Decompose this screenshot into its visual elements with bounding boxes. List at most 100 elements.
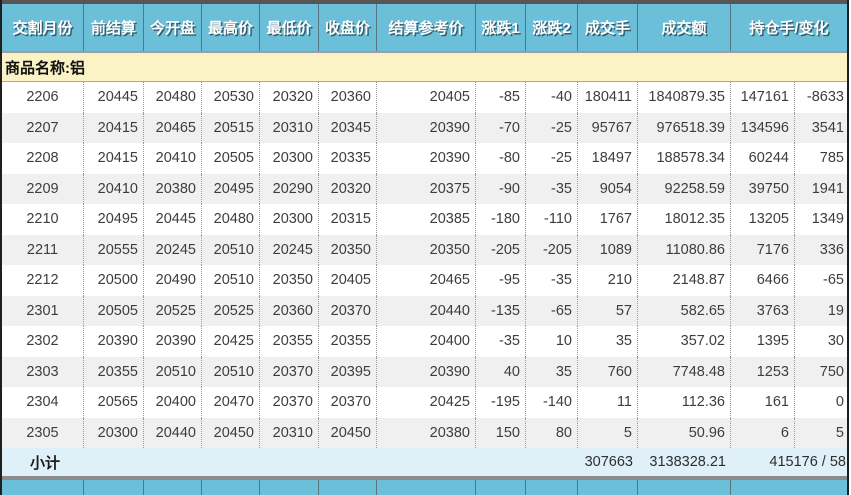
- cell-low: 20370: [260, 387, 319, 418]
- cell-open-interest: 39750: [731, 173, 795, 204]
- cell-open-interest: 13205: [731, 204, 795, 235]
- cell-close: 20355: [319, 326, 377, 357]
- table-row[interactable]: 2206 20445 20480 20530 20320 20360 20405…: [2, 82, 847, 113]
- cell-prev-settlement: 20410: [84, 173, 144, 204]
- header-cell-delivery-month: 交割月份: [2, 4, 84, 51]
- cell-close: 20360: [319, 82, 377, 113]
- cell-delivery-month: 2210: [2, 204, 84, 235]
- cell-delivery-month: 2301: [2, 295, 84, 326]
- cell-volume: 1767: [578, 204, 638, 235]
- cell-turnover: 11080.86: [638, 234, 731, 265]
- cell-turnover: 1840879.35: [638, 82, 731, 113]
- cell-turnover: 582.65: [638, 295, 731, 326]
- cell-open-interest-chg: 0: [835, 394, 844, 411]
- cell-prev-settlement: 20415: [84, 112, 144, 143]
- cell-high: 20505: [202, 143, 260, 174]
- cell-delivery-month: 2211: [2, 234, 84, 265]
- cell-prev-settlement: 20565: [84, 387, 144, 418]
- cell-open: 20440: [144, 417, 202, 448]
- header-cell-settlement-ref: 结算参考价: [377, 4, 476, 51]
- cell-open: 20510: [144, 356, 202, 387]
- cell-change2: 80: [526, 417, 578, 448]
- cell-settlement-ref: 20350: [377, 234, 476, 265]
- cell-change1: -80: [476, 143, 526, 174]
- table-row[interactable]: 2301 20505 20525 20525 20360 20370 20440…: [2, 295, 847, 326]
- cell-open: 20445: [144, 204, 202, 235]
- header-cell-close: 收盘价: [319, 4, 377, 51]
- cell-open-interest-chg: -65: [823, 272, 844, 289]
- cell-prev-settlement: 20505: [84, 295, 144, 326]
- cell-low: 20245: [260, 234, 319, 265]
- cell-change2: -110: [526, 204, 578, 235]
- table-row[interactable]: 2302 20390 20390 20425 20355 20355 20400…: [2, 326, 847, 357]
- cell-open-interest-chg: 1941: [811, 180, 844, 197]
- header-cell-open-interest-change: 持仓手/变化: [749, 20, 829, 37]
- cell-settlement-ref: 20390: [377, 112, 476, 143]
- cell-change1: 150: [476, 417, 526, 448]
- header-cell-volume: 成交手: [578, 4, 638, 51]
- cell-high: 20510: [202, 356, 260, 387]
- cell-open-interest: 6466: [731, 265, 795, 296]
- cell-delivery-month: 2208: [2, 143, 84, 174]
- cell-open: 20400: [144, 387, 202, 418]
- cell-turnover: 2148.87: [638, 265, 731, 296]
- cell-change1: -85: [476, 82, 526, 113]
- cell-open: 20410: [144, 143, 202, 174]
- cell-change2: -35: [526, 173, 578, 204]
- table-row[interactable]: 2207 20415 20465 20515 20310 20345 20390…: [2, 112, 847, 143]
- cell-turnover: 7748.48: [638, 356, 731, 387]
- cell-delivery-month: 2302: [2, 326, 84, 357]
- subtotal-volume: 307663: [584, 454, 633, 470]
- cell-settlement-ref: 20405: [377, 82, 476, 113]
- cell-open-interest-chg: 1349: [811, 211, 844, 228]
- subtotal-turnover: 3138328.21: [649, 454, 726, 470]
- cell-change2: -35: [526, 265, 578, 296]
- cell-turnover: 18012.35: [638, 204, 731, 235]
- table-row[interactable]: 2208 20415 20410 20505 20300 20335 20390…: [2, 143, 847, 174]
- window-top-border: [2, 0, 847, 4]
- cell-settlement-ref: 20375: [377, 173, 476, 204]
- cell-change2: -40: [526, 82, 578, 113]
- cell-volume: 57: [578, 295, 638, 326]
- cell-low: 20310: [260, 112, 319, 143]
- table-row[interactable]: 2304 20565 20400 20470 20370 20370 20425…: [2, 387, 847, 418]
- cell-settlement-ref: 20385: [377, 204, 476, 235]
- cell-delivery-month: 2305: [2, 417, 84, 448]
- cell-close: 20350: [319, 234, 377, 265]
- cell-change2: 10: [526, 326, 578, 357]
- cell-open-interest: 1395: [731, 326, 795, 357]
- cell-change2: 35: [526, 356, 578, 387]
- cell-high: 20480: [202, 204, 260, 235]
- cell-open-interest: 6: [731, 417, 795, 448]
- next-section-header-clipped: [2, 480, 847, 495]
- cell-change2: -140: [526, 387, 578, 418]
- table-row[interactable]: 2210 20495 20445 20480 20300 20315 20385…: [2, 204, 847, 235]
- table-row[interactable]: 2303 20355 20510 20510 20370 20395 20390…: [2, 356, 847, 387]
- cell-volume: 210: [578, 265, 638, 296]
- cell-turnover: 50.96: [638, 417, 731, 448]
- cell-open-interest-chg: 3541: [811, 119, 844, 136]
- table-row[interactable]: 2212 20500 20490 20510 20350 20405 20465…: [2, 265, 847, 296]
- cell-change2: -25: [526, 143, 578, 174]
- cell-change1: -95: [476, 265, 526, 296]
- cell-settlement-ref: 20390: [377, 356, 476, 387]
- cell-close: 20335: [319, 143, 377, 174]
- table-row[interactable]: 2211 20555 20245 20510 20245 20350 20350…: [2, 234, 847, 265]
- cell-delivery-month: 2304: [2, 387, 84, 418]
- cell-prev-settlement: 20555: [84, 234, 144, 265]
- cell-turnover: 976518.39: [638, 112, 731, 143]
- cell-high: 20530: [202, 82, 260, 113]
- cell-change1: -195: [476, 387, 526, 418]
- cell-turnover: 188578.34: [638, 143, 731, 174]
- header-cell-change1: 涨跌1: [476, 4, 526, 51]
- cell-open: 20465: [144, 112, 202, 143]
- cell-delivery-month: 2206: [2, 82, 84, 113]
- cell-high: 20470: [202, 387, 260, 418]
- header-cell-prev-settlement: 前结算: [84, 4, 144, 51]
- header-cell-turnover: 成交额: [638, 4, 731, 51]
- cell-volume: 9054: [578, 173, 638, 204]
- table-row[interactable]: 2209 20410 20380 20495 20290 20320 20375…: [2, 173, 847, 204]
- cell-open-interest: 147161: [731, 82, 795, 113]
- cell-settlement-ref: 20390: [377, 143, 476, 174]
- table-row[interactable]: 2305 20300 20440 20450 20310 20450 20380…: [2, 417, 847, 448]
